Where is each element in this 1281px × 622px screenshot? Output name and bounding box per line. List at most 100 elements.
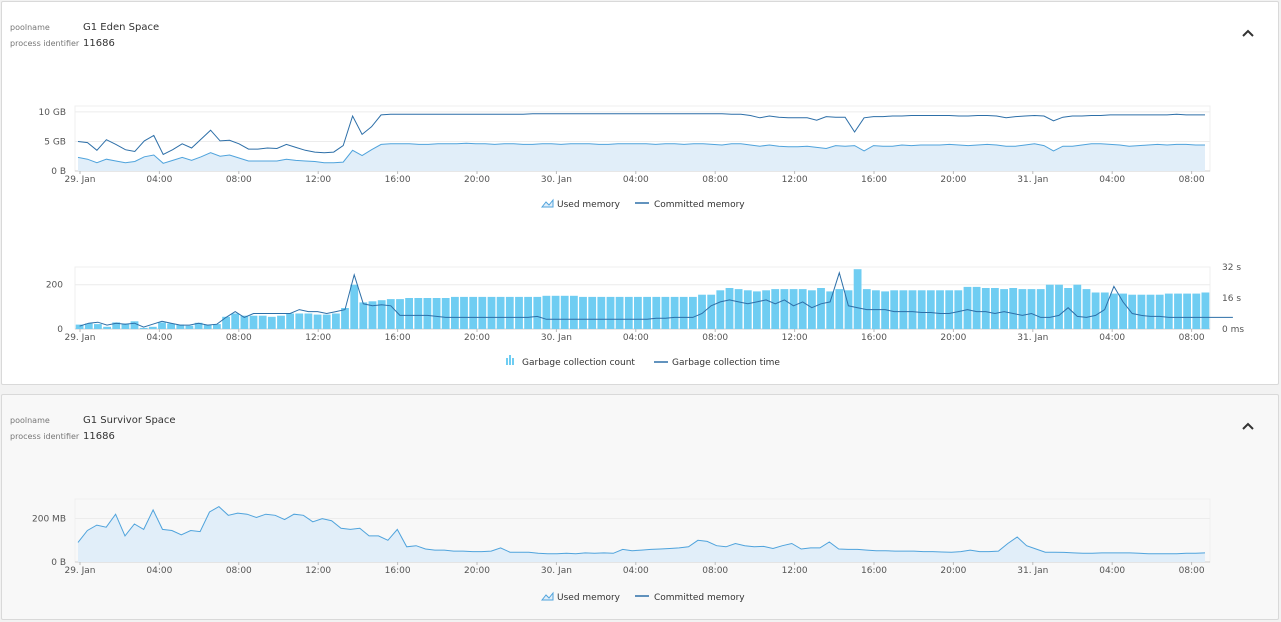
- gc-count-bar: [478, 296, 487, 329]
- x-tick-label: 16:00: [861, 333, 887, 343]
- gc-count-bar: [441, 298, 450, 329]
- gc-count-bar: [313, 314, 322, 329]
- x-tick-label: 20:00: [464, 566, 490, 576]
- gc-count-bar: [954, 290, 963, 330]
- gc-count-bar: [222, 316, 230, 329]
- gc-count-bar: [1045, 284, 1054, 329]
- gc-count-bar: [277, 315, 285, 329]
- chart-legend: Garbage collection count Garbage collecti…: [506, 355, 780, 368]
- x-tick-label: 04:00: [623, 333, 649, 343]
- gc-count-bar: [304, 313, 313, 329]
- process-identifier-label: process identifier: [10, 39, 80, 48]
- gc-count-bar: [167, 323, 175, 329]
- gc-count-bar: [359, 302, 368, 329]
- bar-series-icon: [506, 358, 508, 365]
- x-tick-label: 08:00: [1179, 333, 1205, 343]
- gc-count-bar: [981, 288, 990, 329]
- x-tick-label: 31. Jan: [1017, 175, 1048, 185]
- gc-count-bar: [926, 290, 935, 330]
- gc-count-bar: [1164, 293, 1173, 329]
- gc-count-bar: [1100, 292, 1109, 329]
- x-tick-label: 12:00: [782, 333, 808, 343]
- gc-count-bar: [1027, 289, 1036, 329]
- gc-count-bar: [615, 296, 624, 329]
- gc-count-bar: [689, 296, 697, 329]
- used-memory-area: [78, 143, 1205, 171]
- gc-count-bar: [533, 296, 542, 329]
- x-tick-label: 16:00: [861, 566, 887, 576]
- gc-count-bar: [75, 324, 84, 329]
- x-tick-label: 16:00: [385, 175, 411, 185]
- eden-gc-chart: 0 200 0 ms 16 s 32 s 29. Jan 04:00 08:00 12:00 16…: [46, 263, 1245, 368]
- x-tick-label: 29. Jan: [64, 566, 95, 576]
- gc-count-bar: [84, 323, 93, 329]
- gc-count-bar: [643, 296, 651, 329]
- x-tick-label: 04:00: [146, 333, 172, 343]
- x-tick-label: 20:00: [940, 566, 966, 576]
- gc-count-bar: [679, 296, 688, 329]
- gc-count-bar: [341, 308, 349, 329]
- x-tick-label: 08:00: [702, 566, 728, 576]
- x-tick-label: 04:00: [146, 175, 172, 185]
- gc-count-bar: [1073, 284, 1082, 329]
- gc-count-bar: [377, 300, 386, 329]
- x-tick-label: 31. Jan: [1017, 566, 1048, 576]
- gc-count-bar: [945, 290, 954, 330]
- used-memory-area: [78, 506, 1205, 562]
- gc-count-bar: [661, 296, 670, 329]
- gc-count-bar: [936, 290, 944, 330]
- collapse-button[interactable]: [1240, 419, 1256, 433]
- gc-count-bar: [844, 290, 853, 330]
- y-tick-label: 200 MB: [32, 515, 66, 525]
- y-tick-label: 5 GB: [44, 137, 66, 147]
- legend-gc-time: Garbage collection time: [672, 358, 780, 368]
- y-tick-label: 10 GB: [39, 108, 66, 118]
- x-tick-label: 08:00: [1179, 566, 1205, 576]
- legend-committed-memory: Committed memory: [654, 593, 745, 603]
- gc-count-bar: [249, 315, 258, 329]
- gc-count-bar: [240, 315, 249, 329]
- gc-count-bar: [762, 290, 770, 330]
- process-identifier-label: process identifier: [10, 432, 80, 441]
- gc-count-bar: [734, 289, 743, 329]
- gc-count-bar: [194, 322, 203, 329]
- gc-count-bar: [707, 294, 716, 329]
- gc-count-bar: [295, 313, 304, 329]
- memory-pool-card-eden: poolname G1 Eden Space process identifie…: [1, 1, 1279, 385]
- gc-count-bar: [1174, 293, 1182, 329]
- bar-series-icon: [509, 355, 511, 365]
- gc-count-bar: [597, 296, 606, 329]
- gc-count-bar: [1183, 293, 1191, 329]
- gc-count-bar: [267, 316, 276, 329]
- process-identifier-value: 11686: [83, 38, 115, 49]
- x-tick-label: 12:00: [305, 566, 331, 576]
- gc-count-bar: [808, 290, 816, 330]
- x-tick-label: 04:00: [146, 566, 172, 576]
- gc-count-bar: [103, 326, 111, 329]
- x-tick-label: 08:00: [226, 333, 252, 343]
- gc-count-bar: [130, 321, 139, 330]
- gc-count-bar: [1119, 293, 1127, 329]
- chevron-up-icon: [1242, 29, 1254, 37]
- legend-committed-memory: Committed memory: [654, 200, 745, 210]
- gc-count-bar: [322, 314, 331, 329]
- gc-count-bar: [570, 295, 578, 329]
- committed-memory-line: [77, 113, 1205, 156]
- gc-count-bar: [771, 289, 780, 329]
- gc-count-bar: [716, 290, 725, 330]
- gc-count-bar: [826, 291, 835, 329]
- gc-count-bar: [1110, 293, 1118, 329]
- x-tick-label: 29. Jan: [64, 333, 95, 343]
- collapse-button[interactable]: [1240, 26, 1256, 40]
- gc-count-bar: [624, 296, 633, 329]
- gc-count-bar: [698, 294, 706, 329]
- x-tick-label: 16:00: [385, 566, 411, 576]
- gc-count-bar: [286, 313, 294, 329]
- x-tick-label: 30. Jan: [541, 175, 572, 185]
- gc-count-bar: [963, 286, 972, 329]
- gc-count-bar: [798, 289, 807, 329]
- gc-count-bar: [835, 289, 844, 329]
- x-tick-label: 20:00: [940, 175, 966, 185]
- chevron-up-icon: [1242, 422, 1254, 430]
- gc-count-bar: [780, 289, 789, 329]
